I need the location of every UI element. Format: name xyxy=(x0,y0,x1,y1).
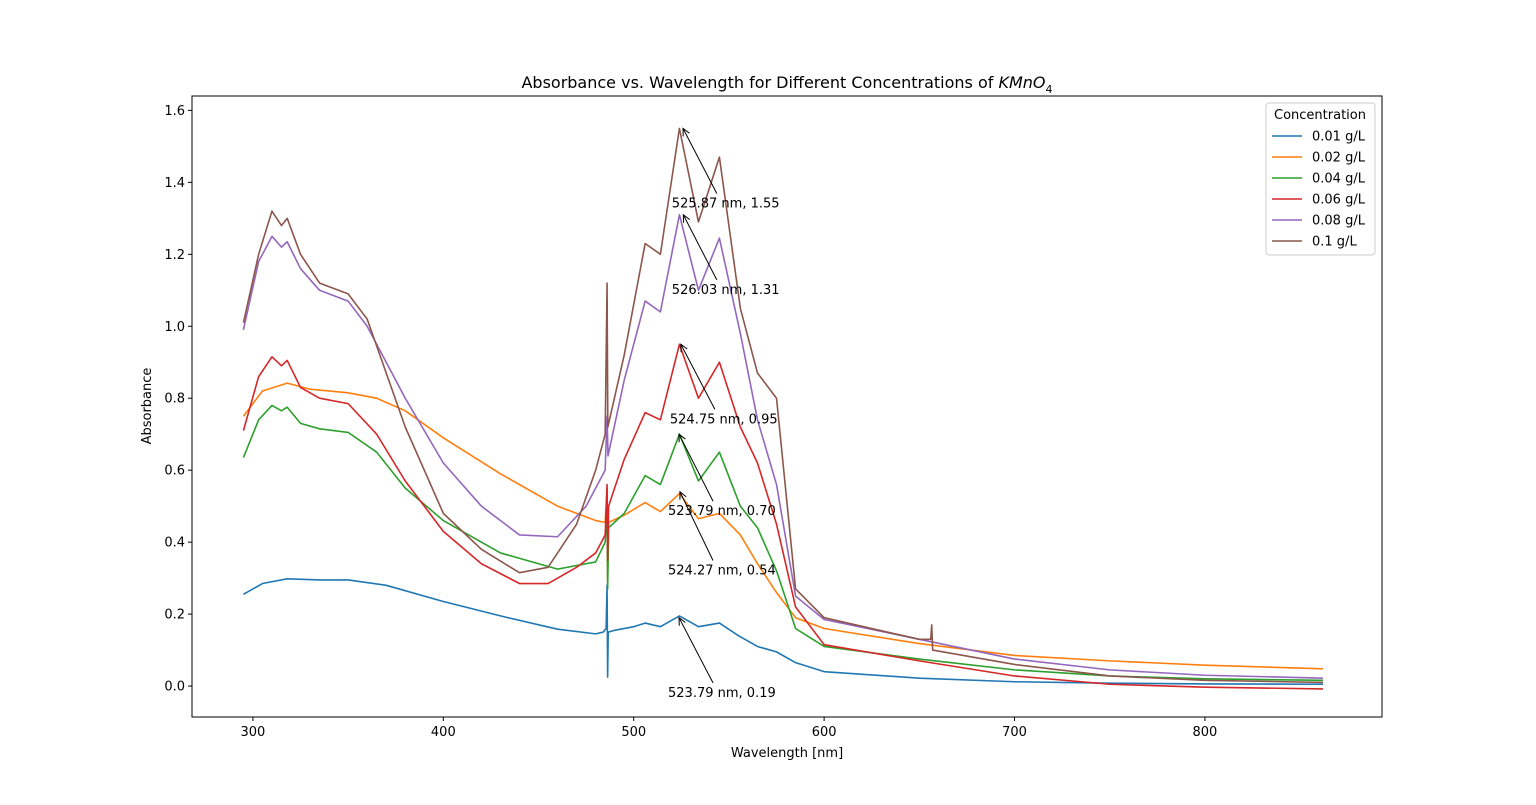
annotation-arrow-line xyxy=(678,617,714,684)
x-tick-label: 800 xyxy=(1193,725,1218,740)
annotation-arrowhead xyxy=(680,343,688,353)
annotation-arrowhead xyxy=(678,433,686,443)
series-line-4 xyxy=(242,213,1323,679)
y-tick-label: 0.0 xyxy=(164,680,185,695)
annotation-label: 526.03 nm, 1.31 xyxy=(672,283,780,298)
y-tick-label: 1.6 xyxy=(164,104,185,119)
x-tick-label: 700 xyxy=(1002,725,1027,740)
series-line-2 xyxy=(242,404,1323,682)
legend-label: 0.06 g/L xyxy=(1312,193,1366,208)
legend-title: Concentration xyxy=(1274,108,1366,123)
legend-label: 0.1 g/L xyxy=(1312,235,1357,250)
annotation-arrow-line xyxy=(682,128,718,194)
y-tick-label: 1.0 xyxy=(164,320,185,335)
legend-box xyxy=(1265,102,1376,256)
y-tick-label: 0.2 xyxy=(164,608,185,623)
annotation-arrowhead xyxy=(678,616,686,626)
x-tick-label: 400 xyxy=(431,725,456,740)
series-line-1 xyxy=(242,382,1324,670)
annotation-arrow-line xyxy=(682,214,718,281)
annotation-arrow-line xyxy=(680,344,716,410)
y-tick-label: 1.4 xyxy=(164,176,185,191)
annotation-label: 525.87 nm, 1.55 xyxy=(672,197,780,212)
x-axis-ticks: 300 400 500 600 700 800 xyxy=(241,717,1218,740)
y-tick-label: 0.8 xyxy=(164,392,185,407)
x-tick-label: 500 xyxy=(621,725,646,740)
x-axis-label: Wavelength [nm] xyxy=(731,746,843,761)
y-axis-label: Absorbance xyxy=(140,368,155,445)
annotation-label: 524.75 nm, 0.95 xyxy=(670,412,778,427)
annotation-label: 524.27 nm, 0.54 xyxy=(668,564,776,579)
legend: Concentration 0.01 g/L 0.02 g/L 0.04 g/L 0.… xyxy=(1265,102,1376,256)
y-tick-label: 1.2 xyxy=(164,248,185,263)
annotation-arrowhead xyxy=(682,127,690,137)
y-tick-label: 0.4 xyxy=(164,536,185,551)
legend-label: 0.01 g/L xyxy=(1312,130,1366,145)
plot-frame xyxy=(191,95,1383,718)
legend-label: 0.02 g/L xyxy=(1312,151,1366,166)
annotation-label: 523.79 nm, 0.70 xyxy=(668,504,776,519)
annotation-arrowhead xyxy=(679,490,687,500)
series-line-0 xyxy=(243,578,1323,686)
series-line-3 xyxy=(242,343,1323,690)
series-layer xyxy=(242,127,1324,690)
y-tick-label: 0.6 xyxy=(164,464,185,479)
chart-title: Absorbance vs. Wavelength for Different … xyxy=(521,73,1052,96)
x-tick-label: 600 xyxy=(812,725,837,740)
y-axis-ticks: 0.0 0.2 0.4 0.6 0.8 1.0 1.2 1.4 1.6 xyxy=(164,104,192,695)
legend-label: 0.08 g/L xyxy=(1312,214,1366,229)
series-line-5 xyxy=(242,127,1323,684)
annotation-arrow-line xyxy=(679,491,714,561)
annotation-arrow-line xyxy=(678,433,714,502)
annotation-label: 523.79 nm, 0.19 xyxy=(668,686,776,701)
x-tick-label: 300 xyxy=(241,725,266,740)
legend-label: 0.04 g/L xyxy=(1312,172,1366,187)
annotation-arrowhead xyxy=(682,213,690,223)
annotation-layer: 525.87 nm, 1.55 526.03 nm, 1.31 524.75 nm,… xyxy=(668,127,780,701)
